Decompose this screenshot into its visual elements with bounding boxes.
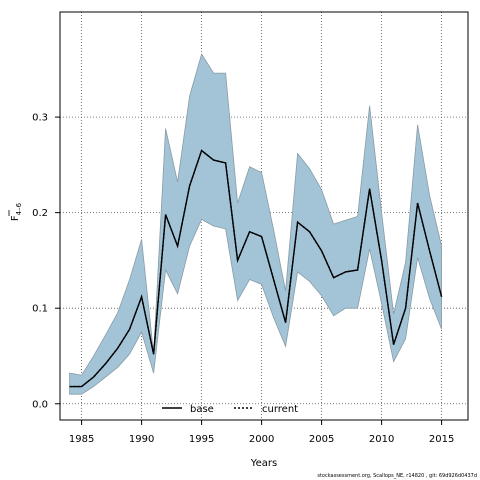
x-axis-ticks: 1985 1990 1995 2000 2005 2010 2015 bbox=[69, 420, 454, 445]
series-lines bbox=[69, 149, 443, 388]
y-tick-label: 0.3 bbox=[32, 113, 48, 124]
legend-label-current: current bbox=[262, 404, 298, 415]
plot-frame bbox=[59, 11, 469, 421]
series-line-current bbox=[69, 149, 443, 388]
y-axis-title: F4–6 bbox=[8, 202, 23, 221]
x-tick-label: 1995 bbox=[189, 434, 214, 445]
y-tick-label: 0.0 bbox=[32, 399, 48, 410]
x-tick-label: 2010 bbox=[369, 434, 394, 445]
axes bbox=[59, 11, 469, 421]
confidence-band bbox=[69, 53, 442, 395]
y-axis-ticks: 0.0 0.1 0.2 0.3 bbox=[32, 113, 60, 410]
footer-credit: stockassessment.org, Scallops_NE, r14820… bbox=[317, 473, 477, 479]
x-tick-label: 1990 bbox=[129, 434, 154, 445]
svg-text:F4–6: F4–6 bbox=[10, 202, 23, 221]
x-tick-label: 2005 bbox=[309, 434, 334, 445]
x-axis-title: Years bbox=[250, 458, 277, 469]
legend: base current bbox=[162, 404, 298, 415]
y-axis-title-main: F bbox=[10, 215, 21, 221]
confidence-band-area bbox=[69, 53, 442, 395]
legend-label-base: base bbox=[190, 404, 214, 415]
x-tick-label: 2000 bbox=[249, 434, 274, 445]
x-tick-label: 1985 bbox=[69, 434, 94, 445]
y-tick-label: 0.2 bbox=[32, 208, 48, 219]
x-tick-label: 2015 bbox=[429, 434, 454, 445]
y-tick-label: 0.1 bbox=[32, 304, 48, 315]
y-axis-title-sub: 4–6 bbox=[15, 202, 23, 215]
